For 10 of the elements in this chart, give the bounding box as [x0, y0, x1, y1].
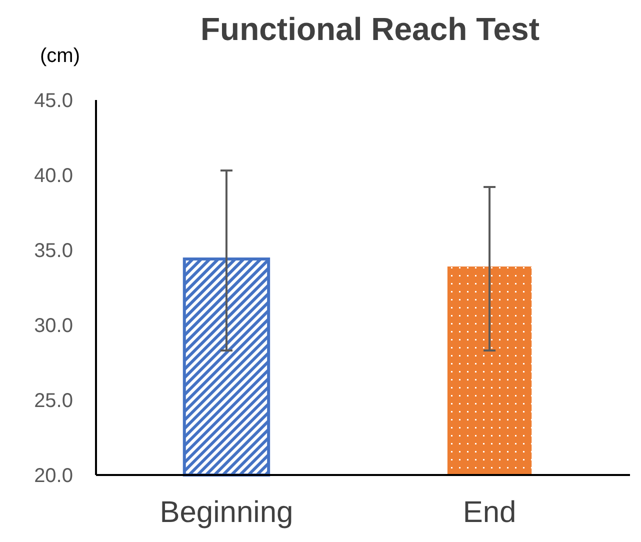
- x-tick-label: Beginning: [160, 496, 294, 529]
- y-tick-label: 35.0: [34, 240, 73, 262]
- y-tick-label: 45.0: [34, 90, 73, 112]
- x-tick-label: End: [462, 496, 516, 529]
- y-tick-label: 25.0: [34, 390, 73, 412]
- y-tick-label: 20.0: [34, 465, 73, 487]
- y-axis-title: (cm): [40, 45, 80, 67]
- y-tick-label: 40.0: [34, 165, 73, 187]
- y-tick-label: 30.0: [34, 315, 73, 337]
- chart-title: Functional Reach Test: [200, 11, 540, 47]
